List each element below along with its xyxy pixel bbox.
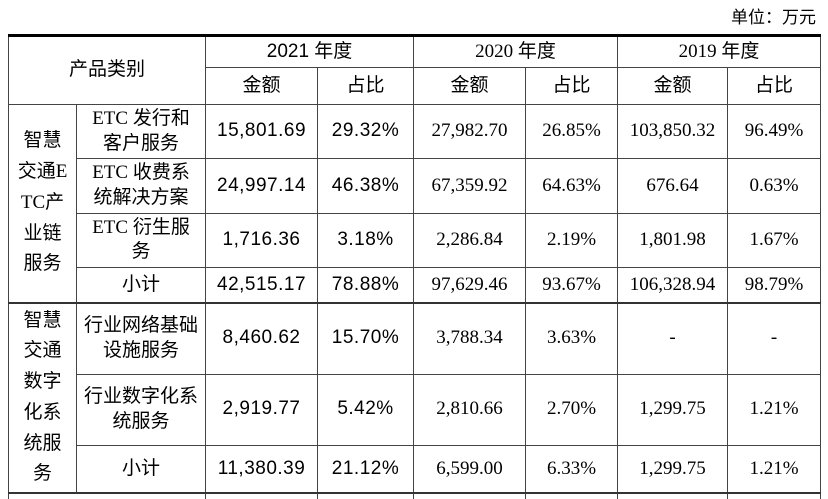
group-label-cell: 智慧交通数字化系统服务: [8, 301, 77, 494]
amount-cell-2021: 1,716.36: [205, 212, 319, 269]
ratio-cell-2019: 1.21%: [727, 373, 822, 447]
table-row: 智慧交通ETC产业链服务 ETC 发行和客户服务 15,801.69 29.32…: [8, 103, 822, 304]
subtotal-label: 小计: [75, 445, 207, 494]
amount-cell-2020: 67,359.92: [413, 158, 527, 214]
total-amount-2019: 107,628.69: [617, 492, 729, 499]
amount-cell-2019: 1,299.75: [617, 373, 729, 447]
amount-cell-2019: 1,801.98: [617, 212, 729, 269]
amount-cell-2021: 24,997.14: [205, 158, 319, 214]
amount-cell-2019: -: [617, 301, 729, 375]
ratio-cell-2020: 26.85%: [525, 103, 619, 160]
ratio-cell-2020: 6.33%: [525, 445, 619, 494]
header-ratio-2020: 占比: [525, 67, 619, 105]
table-row: 智慧交通数字化系统服务 行业网络基础设施服务 8,460.62 15.70% 3…: [8, 301, 822, 494]
unit-label: 单位：万元: [731, 8, 816, 27]
group2-label: 智慧交通数字化系统服务: [23, 309, 62, 485]
ratio-cell-2020: 64.63%: [525, 158, 619, 214]
amount-cell-2021: 2,919.77: [205, 373, 319, 447]
amount-cell-2021: 42,515.17: [205, 267, 319, 304]
product-name-cell: ETC 衍生服务: [75, 212, 207, 269]
subtotal-row: 小计 11,380.39 21.12% 6,599.00 6.33% 1,299…: [9, 445, 822, 494]
header-ratio-2021: 占比: [317, 67, 415, 105]
financial-table: 产品类别 2021 年度 2020 年度 2019 年度 金额 占比 金额 占比…: [7, 34, 822, 499]
amount-cell-2019: 676.64: [617, 158, 729, 214]
ratio-cell-2021: 3.18%: [317, 212, 415, 269]
amount-cell-2020: 27,982.70: [413, 103, 527, 160]
ratio-cell-2021: 29.32%: [317, 103, 415, 160]
group-label-cell: 智慧交通ETC产业链服务: [8, 103, 77, 304]
ratio-cell-2020: 2.19%: [525, 212, 619, 269]
subtotal-row: 小计 42,515.17 78.88% 97,629.46 93.67% 106…: [9, 267, 822, 304]
header-amount-2019: 金额: [617, 67, 729, 105]
header-product-category: 产品类别: [7, 35, 207, 105]
total-ratio-2021: 100.00%: [317, 492, 415, 499]
ratio-cell-2019: 96.49%: [727, 103, 822, 160]
ratio-cell-2019: 0.63%: [727, 158, 822, 214]
ratio-cell-2019: 1.67%: [727, 212, 822, 269]
ratio-cell-2020: 2.70%: [525, 373, 619, 447]
header-year-2021: 2021 年度: [205, 35, 415, 68]
table-row: 行业数字化系统服务 2,919.77 5.42% 2,810.66 2.70% …: [9, 373, 822, 447]
ratio-cell-2020: 3.63%: [525, 301, 619, 375]
amount-cell-2019: 106,328.94: [617, 267, 729, 304]
ratio-cell-2019: 98.79%: [727, 267, 822, 304]
amount-cell-2019: 1,299.75: [617, 445, 729, 494]
ratio-cell-2021: 21.12%: [317, 445, 415, 494]
group1-label: 智慧交通ETC产业链服务: [17, 130, 68, 275]
ratio-cell-2021: 15.70%: [317, 301, 415, 375]
ratio-cell-2021: 78.88%: [317, 267, 415, 304]
amount-cell-2019: 103,850.32: [617, 103, 729, 160]
table-row: ETC 收费系统解决方案 24,997.14 46.38% 67,359.92 …: [9, 158, 822, 214]
total-row: 合计 53,895.56 100.00% 104,228.46 100.00% …: [7, 492, 822, 499]
product-name-cell: ETC 发行和客户服务: [75, 103, 207, 160]
amount-cell-2021: 15,801.69: [205, 103, 319, 160]
subtotal-label: 小计: [75, 267, 207, 304]
ratio-cell-2020: 93.67%: [525, 267, 619, 304]
product-name-cell: 行业网络基础设施服务: [75, 301, 207, 375]
ratio-cell-2019: -: [727, 301, 822, 375]
header-amount-2021: 金额: [205, 67, 319, 105]
total-ratio-2020: 100.00%: [525, 492, 619, 499]
total-label: 合计: [7, 492, 207, 499]
header-year-2020: 2020 年度: [413, 35, 619, 68]
amount-cell-2020: 6,599.00: [413, 445, 527, 494]
total-ratio-2019: 100.00%: [727, 492, 822, 499]
product-name-cell: ETC 收费系统解决方案: [75, 158, 207, 214]
ratio-cell-2021: 46.38%: [317, 158, 415, 214]
total-amount-2020: 104,228.46: [413, 492, 527, 499]
product-name-cell: 行业数字化系统服务: [75, 373, 207, 447]
header-amount-2020: 金额: [413, 67, 527, 105]
header-year-2019: 2019 年度: [617, 35, 822, 68]
ratio-cell-2021: 5.42%: [317, 373, 415, 447]
amount-cell-2020: 3,788.34: [413, 301, 527, 375]
ratio-cell-2019: 1.21%: [727, 445, 822, 494]
amount-cell-2021: 11,380.39: [205, 445, 319, 494]
header-ratio-2019: 占比: [727, 67, 822, 105]
amount-cell-2020: 2,286.84: [413, 212, 527, 269]
amount-cell-2020: 97,629.46: [413, 267, 527, 304]
table-row: ETC 衍生服务 1,716.36 3.18% 2,286.84 2.19% 1…: [9, 212, 822, 269]
amount-cell-2021: 8,460.62: [205, 301, 319, 375]
total-amount-2021: 53,895.56: [205, 492, 319, 499]
amount-cell-2020: 2,810.66: [413, 373, 527, 447]
